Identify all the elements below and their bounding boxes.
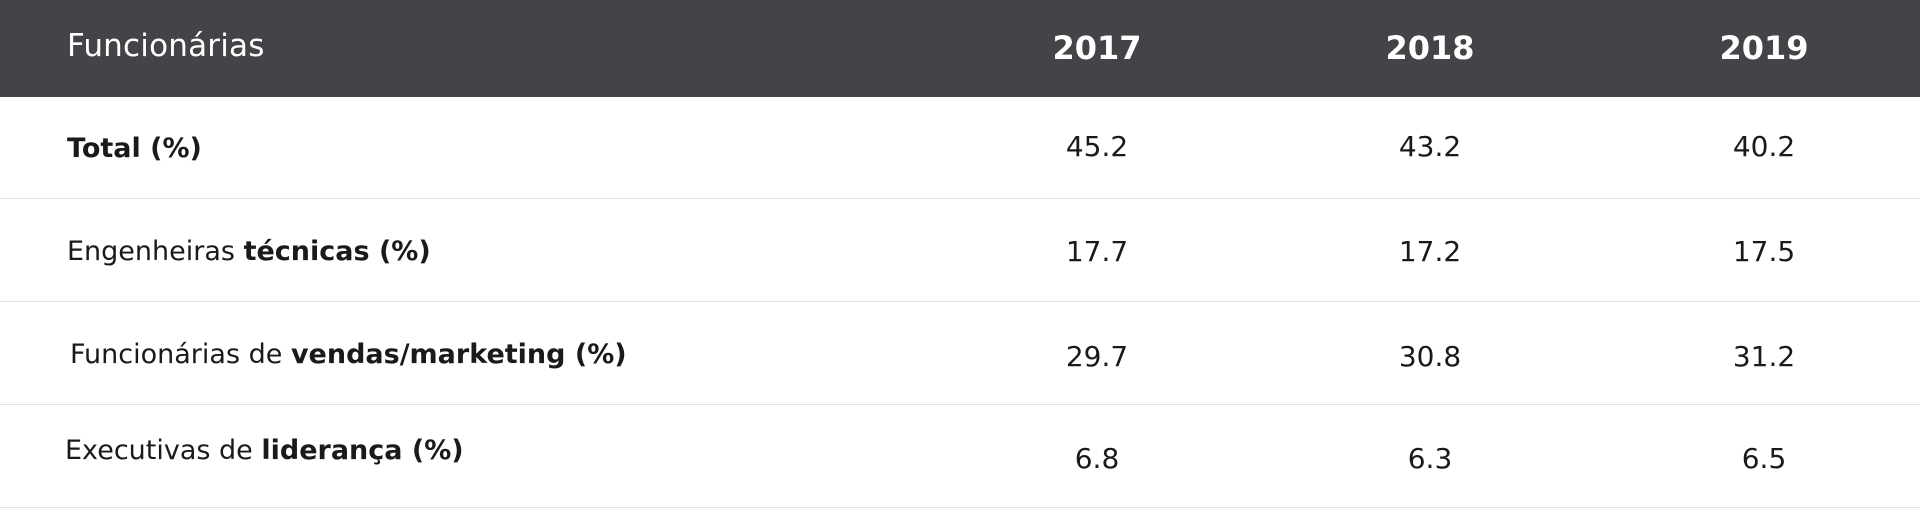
table-header: Funcionárias 2017 2018 2019 bbox=[0, 0, 1920, 97]
row-value: 30.8 bbox=[1398, 340, 1462, 373]
table-row: Total (%) 45.2 43.2 40.2 bbox=[0, 97, 1920, 199]
row-label: Total (%) bbox=[67, 133, 202, 164]
table-row: Engenheiras técnicas (%) 17.7 17.2 17.5 bbox=[0, 199, 1920, 302]
row-value: 6.3 bbox=[1407, 442, 1453, 475]
row-value: 45.2 bbox=[1065, 130, 1129, 163]
table-row: Funcionárias de vendas/marketing (%) 29.… bbox=[0, 302, 1920, 405]
row-label: Executivas de liderança (%) bbox=[65, 435, 464, 466]
table-row: Executivas de liderança (%) 6.8 6.3 6.5 bbox=[0, 405, 1920, 508]
row-value: 43.2 bbox=[1398, 130, 1462, 163]
row-value: 29.7 bbox=[1065, 340, 1129, 373]
row-value: 6.5 bbox=[1741, 442, 1787, 475]
row-value: 17.5 bbox=[1732, 235, 1796, 268]
header-year-2018: 2018 bbox=[1385, 29, 1475, 67]
row-label: Engenheiras técnicas (%) bbox=[67, 236, 431, 267]
row-value: 31.2 bbox=[1732, 340, 1796, 373]
header-year-2017: 2017 bbox=[1052, 29, 1142, 67]
row-value: 17.2 bbox=[1398, 235, 1462, 268]
row-value: 6.8 bbox=[1074, 442, 1120, 475]
row-value: 40.2 bbox=[1732, 130, 1796, 163]
header-label: Funcionárias bbox=[67, 28, 265, 64]
row-label: Funcionárias de vendas/marketing (%) bbox=[70, 339, 627, 370]
header-year-2019: 2019 bbox=[1719, 29, 1809, 67]
row-value: 17.7 bbox=[1065, 235, 1129, 268]
